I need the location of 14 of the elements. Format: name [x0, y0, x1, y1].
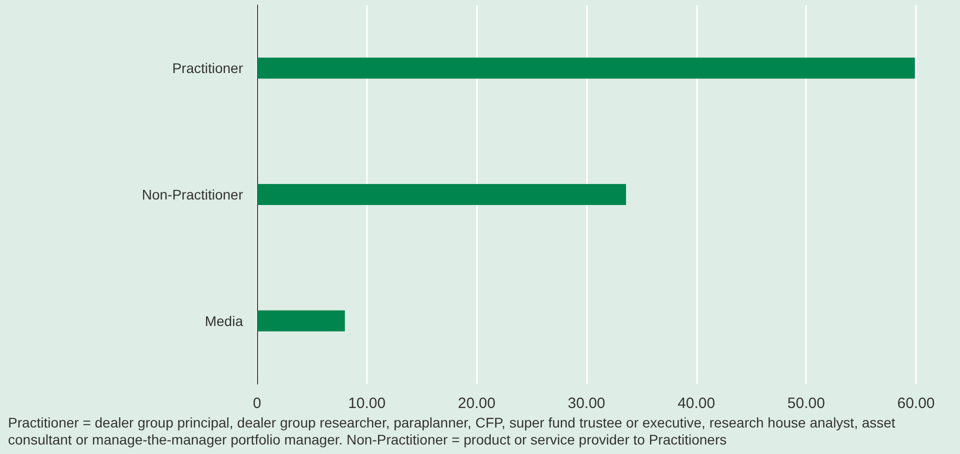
bar — [257, 58, 915, 79]
x-tick-label: 10.00 — [348, 395, 386, 412]
x-tick-label: 50.00 — [787, 395, 825, 412]
x-tick-label: 20.00 — [458, 395, 496, 412]
bar — [257, 310, 345, 332]
y-tick-label: Non-Practitioner — [142, 186, 244, 202]
x-tick-label: 60.00 — [897, 395, 935, 412]
y-tick-label: Practitioner — [172, 60, 244, 76]
x-tick-label: 40.00 — [678, 395, 716, 412]
y-tick-label: Media — [204, 312, 244, 329]
x-tick-label: 30.00 — [568, 395, 606, 412]
text: Practitioner = dealer group principal, dealer group researcher, paraplanner, CFP, super fund trustee or executive, research house analyst, asset consultant or manage-the-manager portfolio manager. Non-Practitioner = product or service provider to Practitioners — [8, 414, 900, 448]
x-tick-label: 0 — [252, 395, 262, 412]
bar — [257, 184, 626, 205]
